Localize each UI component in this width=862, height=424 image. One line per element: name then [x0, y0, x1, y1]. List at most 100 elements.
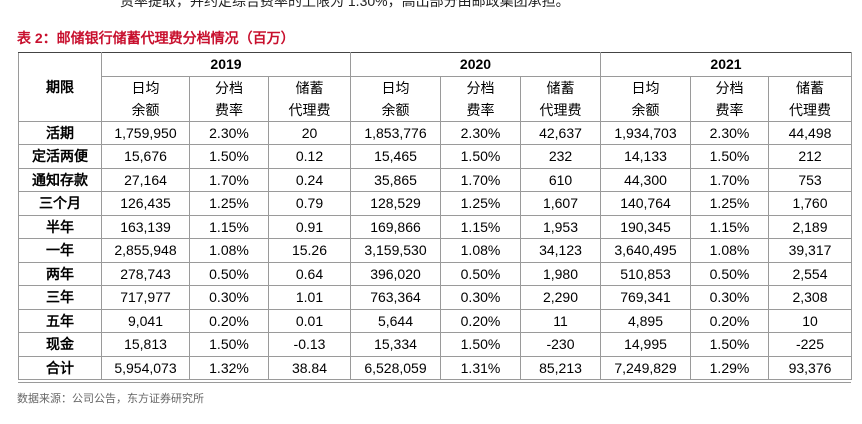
data-cell: 190,345	[600, 214, 691, 239]
data-cell: 0.79	[268, 191, 351, 216]
data-cell: 2.30%	[189, 120, 269, 145]
subheader-line: 储蓄	[295, 79, 324, 96]
row-label: 通知存款	[18, 167, 102, 192]
data-cell: 2,554	[768, 261, 852, 286]
data-cell: 6,528,059	[350, 355, 441, 380]
data-cell: 396,020	[350, 261, 441, 286]
row-label: 一年	[18, 238, 102, 263]
year-header: 2020	[350, 52, 601, 77]
data-cell: 1.70%	[440, 167, 521, 192]
data-cell: 1.08%	[189, 238, 269, 263]
data-cell: 0.50%	[690, 261, 769, 286]
subheader-line: 费率	[715, 101, 744, 118]
data-row: 三个月 126,435 1.25% 0.79 128,529 1.25% 1,607 140,…	[18, 191, 852, 216]
data-cell: 20	[268, 120, 351, 145]
data-cell: 1.70%	[189, 167, 269, 192]
subheader-line: 储蓄	[546, 79, 575, 96]
data-cell: 128,529	[350, 191, 441, 216]
data-cell: 753	[768, 167, 852, 192]
data-cell: 1,853,776	[350, 120, 441, 145]
data-row: 现金 15,813 1.50% -0.13 15,334 1.50% -230 14,995 1…	[18, 332, 852, 357]
data-cell: 1.50%	[189, 332, 269, 357]
data-cell: 1.32%	[189, 355, 269, 380]
data-row: 半年 163,139 1.15% 0.91 169,866 1.15% 1,953 190,3…	[18, 214, 852, 239]
subheader-cell: 储蓄 代理费	[520, 75, 601, 122]
subheader-line: 余额	[381, 101, 410, 118]
data-cell: 27,164	[101, 167, 190, 192]
data-cell: 1.25%	[440, 191, 521, 216]
data-cell: 1,980	[520, 261, 601, 286]
data-cell: 1.50%	[440, 144, 521, 169]
subheader-line: 储蓄	[796, 79, 824, 96]
data-cell: 1,934,703	[600, 120, 691, 145]
data-cell: 1.50%	[440, 332, 521, 357]
data-row: 五年 9,041 0.20% 0.01 5,644 0.20% 11 4,895 0.20% 10	[18, 308, 852, 333]
data-row: 定活两便 15,676 1.50% 0.12 15,465 1.50% 232 14,133 1…	[18, 144, 852, 169]
data-cell: 5,954,073	[101, 355, 190, 380]
data-cell: 232	[520, 144, 601, 169]
subheader-cell: 分档 费率	[690, 75, 769, 122]
data-row: 活期 1,759,950 2.30% 20 1,853,776 2.30% 42,637 1,…	[18, 120, 852, 145]
data-cell: 1.50%	[189, 144, 269, 169]
data-cell: 0.50%	[189, 261, 269, 286]
data-cell: 15,676	[101, 144, 190, 169]
data-cell: 0.30%	[189, 285, 269, 310]
data-cell: 610	[520, 167, 601, 192]
data-cell: 126,435	[101, 191, 190, 216]
data-cell: 5,644	[350, 308, 441, 333]
data-cell: 35,865	[350, 167, 441, 192]
data-cell: 1.15%	[189, 214, 269, 239]
data-cell: 0.12	[268, 144, 351, 169]
data-cell: 44,498	[768, 120, 852, 145]
data-cell: 0.30%	[690, 285, 769, 310]
year-header: 2019	[101, 52, 351, 77]
intro-text: 资率提取，并约定综合费率的上限为 1.30%，高出部分由邮政集团承担。	[120, 0, 570, 9]
subheader-line: 分档	[466, 79, 495, 96]
bottom-rule	[18, 382, 851, 383]
data-cell: 1.08%	[440, 238, 521, 263]
data-row: 三年 717,977 0.30% 1.01 763,364 0.30% 2,290 769,3…	[18, 285, 852, 310]
subheader-cell: 分档 费率	[189, 75, 269, 122]
data-cell: 1,759,950	[101, 120, 190, 145]
data-cell: -0.13	[268, 332, 351, 357]
data-cell: 0.20%	[440, 308, 521, 333]
table: 期限 2019 2020 2021 日均 余额 分档 费率 储蓄 代理费 日均 余额 分档 费率 储蓄 代理费…	[18, 52, 852, 380]
data-cell: 1.50%	[690, 144, 769, 169]
data-cell: 93,376	[768, 355, 852, 380]
subheader-cell: 日均 余额	[350, 75, 441, 122]
data-cell: 42,637	[520, 120, 601, 145]
data-cell: 7,249,829	[600, 355, 691, 380]
subheader-cell: 日均 余额	[101, 75, 190, 122]
data-cell: 2,855,948	[101, 238, 190, 263]
data-cell: 14,995	[600, 332, 691, 357]
data-cell: 717,977	[101, 285, 190, 310]
row-label: 三年	[18, 285, 102, 310]
data-cell: 769,341	[600, 285, 691, 310]
subheader-cell: 分档 费率	[440, 75, 521, 122]
subheader-line: 费率	[215, 101, 243, 118]
data-row: 两年 278,743 0.50% 0.64 396,020 0.50% 1,980 510,8…	[18, 261, 852, 286]
data-cell: 14,133	[600, 144, 691, 169]
data-cell: 2,189	[768, 214, 852, 239]
data-cell: 1,607	[520, 191, 601, 216]
subheader-line: 代理费	[789, 101, 831, 118]
data-cell: 510,853	[600, 261, 691, 286]
data-cell: 2,308	[768, 285, 852, 310]
data-cell: 1.15%	[690, 214, 769, 239]
data-cell: 1,953	[520, 214, 601, 239]
data-cell: 0.50%	[440, 261, 521, 286]
data-cell: 15,334	[350, 332, 441, 357]
year-header: 2021	[600, 52, 852, 77]
data-cell: 763,364	[350, 285, 441, 310]
subheader-cell: 储蓄 代理费	[268, 75, 351, 122]
subheader-line: 余额	[131, 101, 160, 118]
row-label: 五年	[18, 308, 102, 333]
row-label: 活期	[18, 120, 102, 145]
data-cell: 0.20%	[690, 308, 769, 333]
row-label: 合计	[18, 355, 102, 380]
data-cell: 1.25%	[690, 191, 769, 216]
year-row: 期限 2019 2020 2021	[18, 52, 852, 122]
data-cell: -230	[520, 332, 601, 357]
data-cell: 0.64	[268, 261, 351, 286]
